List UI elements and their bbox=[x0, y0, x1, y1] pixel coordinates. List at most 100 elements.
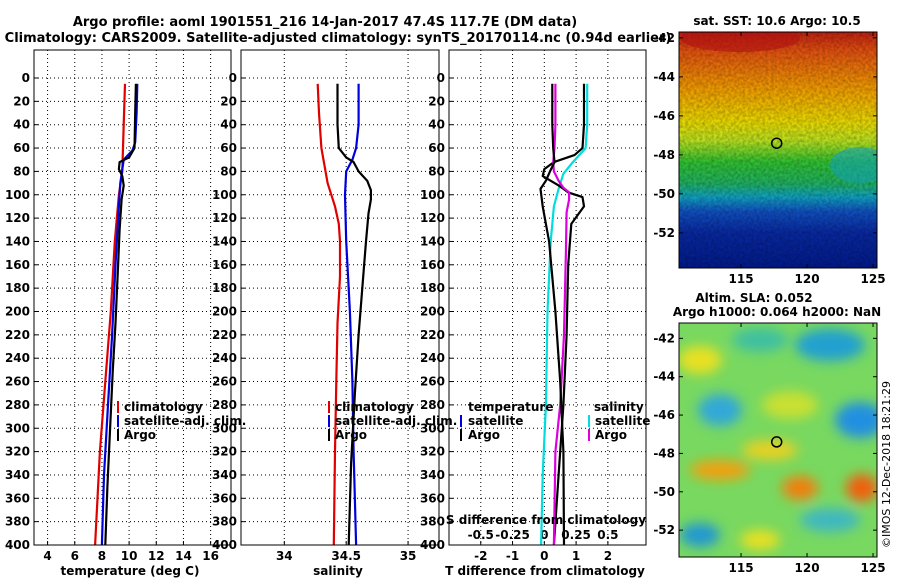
series-line bbox=[539, 83, 566, 546]
figure-title-line1: Argo profile: aoml 1901551_216 14-Jan-20… bbox=[73, 15, 577, 30]
x-tick-label: 14 bbox=[175, 549, 192, 563]
temperature-legend: climatology satellite-adj. clim. Argo bbox=[117, 400, 246, 442]
y-tick-label: 200 bbox=[420, 305, 445, 319]
y-tick-label: 300 bbox=[5, 421, 30, 435]
map-y-tick-label: -44 bbox=[653, 370, 675, 384]
y-tick-label: 240 bbox=[5, 351, 30, 365]
sst-map-axes: -42 -44 -46 -48 -50 -52 115 120 125 bbox=[653, 31, 885, 286]
y-tick-label: 60 bbox=[13, 141, 30, 155]
x-tick-label: 34.5 bbox=[331, 549, 361, 563]
y-tick-label: 60 bbox=[428, 141, 445, 155]
y-tick-label: 280 bbox=[420, 398, 445, 412]
x-tick-label: 6 bbox=[71, 549, 79, 563]
map-x-tick-label: 120 bbox=[795, 561, 820, 575]
x-tick-label: -2 bbox=[474, 549, 487, 563]
y-tick-label: 100 bbox=[420, 188, 445, 202]
y-tick-label: 140 bbox=[212, 234, 237, 248]
map-y-tick-label: -44 bbox=[653, 70, 675, 84]
map-y-tick-label: -48 bbox=[653, 148, 675, 162]
y-tick-label: 20 bbox=[428, 94, 445, 108]
sla-blob bbox=[782, 476, 818, 500]
sla-map-frame bbox=[678, 322, 878, 558]
y-tick-label: 220 bbox=[5, 328, 30, 342]
sla-map-axes: -42 -44 -46 -48 -50 -52 115 120 125 bbox=[653, 323, 886, 575]
x-tick-label: 2 bbox=[604, 549, 612, 563]
sst-cold-eddy bbox=[830, 147, 877, 183]
map-y-tick-label: -52 bbox=[653, 226, 675, 240]
series-line bbox=[343, 83, 360, 546]
legend-label-climatology: climatology bbox=[124, 400, 203, 414]
map-y-tick-label: -52 bbox=[653, 523, 675, 537]
y-tick-label: 40 bbox=[13, 118, 30, 132]
top-tick-label: 0 bbox=[540, 528, 548, 542]
y-tick-label: 320 bbox=[420, 445, 445, 459]
map-y-tick-label: -42 bbox=[653, 331, 675, 345]
y-tick-label: 340 bbox=[420, 468, 445, 482]
y-tick-label: 320 bbox=[5, 445, 30, 459]
x-tick-label: 35 bbox=[400, 549, 417, 563]
sla-map-title-line1: Altim. SLA: 0.052 bbox=[695, 291, 812, 305]
legend-label-satellite: satellite-adj. clim. bbox=[335, 414, 457, 428]
salinity-diff-top-label: S difference from climatology bbox=[446, 513, 646, 527]
sla-blob bbox=[690, 460, 750, 480]
y-tick-label: 320 bbox=[212, 445, 237, 459]
y-tick-label: 220 bbox=[420, 328, 445, 342]
y-tick-label: 300 bbox=[420, 421, 445, 435]
x-tick-label: 0 bbox=[540, 549, 548, 563]
y-tick-label: 180 bbox=[212, 281, 237, 295]
x-tick-label: 4 bbox=[43, 549, 51, 563]
legend-label-sal-satellite: satellite bbox=[595, 414, 650, 428]
y-tick-label: 400 bbox=[420, 538, 445, 552]
y-tick-label: 240 bbox=[212, 351, 237, 365]
legend-label-argo: Argo bbox=[335, 428, 367, 442]
y-tick-label: 20 bbox=[13, 94, 30, 108]
y-tick-label: 80 bbox=[220, 164, 237, 178]
map-x-tick-label: 120 bbox=[795, 272, 820, 286]
salinity-legend: climatology satellite-adj. clim. Argo bbox=[328, 400, 457, 442]
plot-frame bbox=[240, 49, 440, 546]
y-tick-label: 0 bbox=[229, 71, 237, 85]
map-y-tick-label: -42 bbox=[653, 31, 675, 45]
sla-map: Altim. SLA: 0.052 Argo h1000: 0.064 h200… bbox=[653, 291, 885, 575]
top-tick-label: 0.5 bbox=[597, 528, 618, 542]
y-tick-label: 400 bbox=[212, 538, 237, 552]
sla-blob bbox=[795, 329, 865, 361]
map-x-tick-label: 125 bbox=[861, 272, 886, 286]
series-line bbox=[94, 83, 127, 546]
sla-blob bbox=[732, 328, 788, 352]
sla-blob bbox=[680, 523, 720, 547]
sla-map-title-line2: Argo h1000: 0.064 h2000: NaN bbox=[673, 305, 881, 319]
plot-frame-outline bbox=[33, 49, 232, 546]
top-tick-label: -0.25 bbox=[495, 528, 530, 542]
y-tick-label: 360 bbox=[212, 491, 237, 505]
x-tick-label: 8 bbox=[98, 549, 106, 563]
salinity-xlabel: salinity bbox=[313, 564, 363, 578]
sla-blob bbox=[740, 530, 780, 550]
legend-label-satellite: satellite-adj. clim. bbox=[124, 414, 246, 428]
sst-map: sat. SST: 10.6 Argo: 10.5 -42 -44 -46 -48 -5… bbox=[653, 14, 885, 286]
y-tick-label: 200 bbox=[212, 305, 237, 319]
y-tick-label: 140 bbox=[420, 234, 445, 248]
sst-warm-core bbox=[680, 32, 800, 52]
series-line bbox=[316, 83, 342, 546]
top-tick-label: -0.5 bbox=[468, 528, 494, 542]
map-x-tick-label: 115 bbox=[729, 272, 754, 286]
x-tick-label: 1 bbox=[572, 549, 580, 563]
y-tick-label: 0 bbox=[437, 71, 445, 85]
difference-legend-salinity: salinity satellite Argo bbox=[588, 400, 650, 442]
y-tick-label: 40 bbox=[220, 118, 237, 132]
y-tick-label: 240 bbox=[420, 351, 445, 365]
sla-blob bbox=[835, 402, 877, 438]
temperature-xlabel: temperature (deg C) bbox=[61, 564, 200, 578]
map-y-tick-label: -48 bbox=[653, 446, 675, 460]
map-x-tick-label: 115 bbox=[729, 561, 754, 575]
y-tick-label: 40 bbox=[428, 118, 445, 132]
y-tick-label: 280 bbox=[5, 398, 30, 412]
map-y-tick-label: -46 bbox=[653, 408, 675, 422]
y-tick-label: 200 bbox=[5, 305, 30, 319]
watermark: ©IMOS 12-Dec-2018 18:21:29 bbox=[880, 381, 893, 548]
y-tick-label: 280 bbox=[212, 398, 237, 412]
y-tick-label: 120 bbox=[5, 211, 30, 225]
y-tick-label: 400 bbox=[5, 538, 30, 552]
plot-frame bbox=[33, 49, 232, 546]
